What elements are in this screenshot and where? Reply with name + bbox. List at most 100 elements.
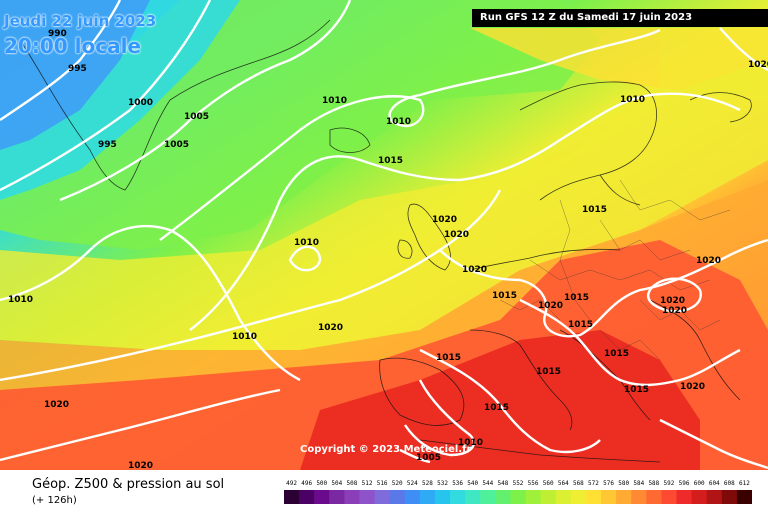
isobar-label: 1015 xyxy=(536,367,561,377)
isobar-1025-corner xyxy=(719,27,768,72)
z500-field-top-right-yellow xyxy=(470,28,768,90)
scale-swatch xyxy=(631,490,647,504)
scale-swatch xyxy=(540,490,557,504)
scale-label: 524 xyxy=(406,480,418,487)
scale-label: 568 xyxy=(572,480,584,487)
isobar-label: 1015 xyxy=(604,349,629,359)
scale-label: 584 xyxy=(633,480,645,487)
isobar-label: 1010 xyxy=(386,117,411,127)
isobar-1020-southwest xyxy=(0,388,281,462)
scale-swatch xyxy=(434,490,451,504)
isobar-label: 1010 xyxy=(8,295,33,305)
isobar-label: 1010 xyxy=(620,95,645,105)
scale-label: 556 xyxy=(527,480,539,487)
isobar-label: 1020 xyxy=(444,230,469,240)
scale-label: 576 xyxy=(603,480,614,487)
isobar-label: 1020 xyxy=(44,400,69,410)
scale-label: 564 xyxy=(557,480,569,487)
scale-swatch xyxy=(480,490,496,504)
z500-field-yellow xyxy=(0,30,768,350)
isobar-label: 1020 xyxy=(462,265,487,275)
isobar-1020-central xyxy=(439,238,768,338)
scale-swatch xyxy=(601,490,617,504)
scale-swatch xyxy=(646,490,662,504)
isobar-label: 1020 xyxy=(662,306,687,316)
scale-label: 504 xyxy=(331,480,343,487)
scale-label: 512 xyxy=(361,480,373,487)
isobar-1010-iberia xyxy=(404,379,476,457)
isobar-label: 1015 xyxy=(582,205,607,215)
isobar-label: 1015 xyxy=(492,291,517,301)
scale-swatch xyxy=(389,490,406,504)
isobar-1005-south xyxy=(399,448,431,464)
scale-swatch xyxy=(676,490,693,504)
map-corner-white xyxy=(660,28,768,100)
scale-label: 532 xyxy=(437,480,448,487)
isobar-label: 1015 xyxy=(564,293,589,303)
isobar-label: 1015 xyxy=(436,353,461,363)
scale-swatch xyxy=(510,490,527,504)
scale-label: 608 xyxy=(723,480,735,487)
scale-label: 548 xyxy=(497,480,509,487)
run-info-banner: Run GFS 12 Z du Samedi 17 juin 2023 xyxy=(472,9,768,27)
scale-swatch xyxy=(525,490,542,504)
lead-time: (+ 126h) xyxy=(32,495,77,506)
map-title: Géop. Z500 & pression au sol xyxy=(32,477,225,492)
isobar-1000 xyxy=(0,0,212,192)
scale-swatch xyxy=(344,490,360,504)
valid-date: Jeudi 22 juin 2023 xyxy=(4,12,157,30)
scale-swatch xyxy=(314,490,330,504)
isobar-1015-alps xyxy=(519,298,741,387)
scale-label: 496 xyxy=(301,480,313,487)
isobar-label: 1020 xyxy=(680,382,705,392)
scale-swatch xyxy=(495,490,511,504)
isobar-1015-med xyxy=(419,348,601,454)
scale-swatch xyxy=(570,490,587,504)
scale-swatch xyxy=(419,490,436,504)
scale-swatch xyxy=(450,490,466,504)
scale-label: 528 xyxy=(421,480,433,487)
isobar-label: 1010 xyxy=(294,238,319,248)
scale-swatch xyxy=(661,490,678,504)
isobar-label: 1005 xyxy=(416,453,441,463)
scale-label: 612 xyxy=(739,480,750,487)
isobar-1020-west xyxy=(0,189,502,382)
scale-label: 596 xyxy=(678,480,690,487)
scale-swatch xyxy=(404,490,421,504)
scale-swatch xyxy=(465,490,481,504)
isobar-label: 1000 xyxy=(128,98,153,108)
isobar-label: 1015 xyxy=(484,403,509,413)
isobar-1020-east-loop xyxy=(646,277,702,313)
scale-swatch xyxy=(359,490,376,504)
scale-swatch xyxy=(736,490,752,504)
valid-time: 20:00 locale xyxy=(4,34,141,58)
scale-label: 544 xyxy=(482,480,494,487)
scale-swatch xyxy=(329,490,345,504)
scale-label: 508 xyxy=(346,480,358,487)
isobar-label: 995 xyxy=(98,140,117,150)
scale-label: 580 xyxy=(618,480,630,487)
isobar-label: 1015 xyxy=(568,320,593,330)
scale-label: 560 xyxy=(542,480,554,487)
scale-label: 516 xyxy=(376,480,388,487)
isobar-label: 1020 xyxy=(538,301,563,311)
isobar-label: 1020 xyxy=(696,256,721,266)
isobar-995 xyxy=(0,0,122,121)
isobar-1010-north xyxy=(159,28,661,241)
scale-label: 500 xyxy=(316,480,328,487)
isobar-1010-west xyxy=(0,224,301,382)
scale-swatch xyxy=(374,490,391,504)
scale-label: 492 xyxy=(286,480,297,487)
color-scale-labels: 492 496 500 504 508 512 516 520 524 528 532 536 540 5… xyxy=(284,480,752,489)
scale-swatch xyxy=(691,490,708,504)
isobar-label: 1010 xyxy=(322,96,347,106)
scale-label: 536 xyxy=(452,480,464,487)
color-scale-bar xyxy=(284,490,752,504)
scale-label: 592 xyxy=(663,480,675,487)
isobar-1015 xyxy=(189,92,741,331)
isobar-label: 1015 xyxy=(624,385,649,395)
isobar-label: 1010 xyxy=(232,332,257,342)
scale-swatch xyxy=(721,490,738,504)
isobar-1005 xyxy=(59,0,352,202)
scale-label: 520 xyxy=(391,480,403,487)
